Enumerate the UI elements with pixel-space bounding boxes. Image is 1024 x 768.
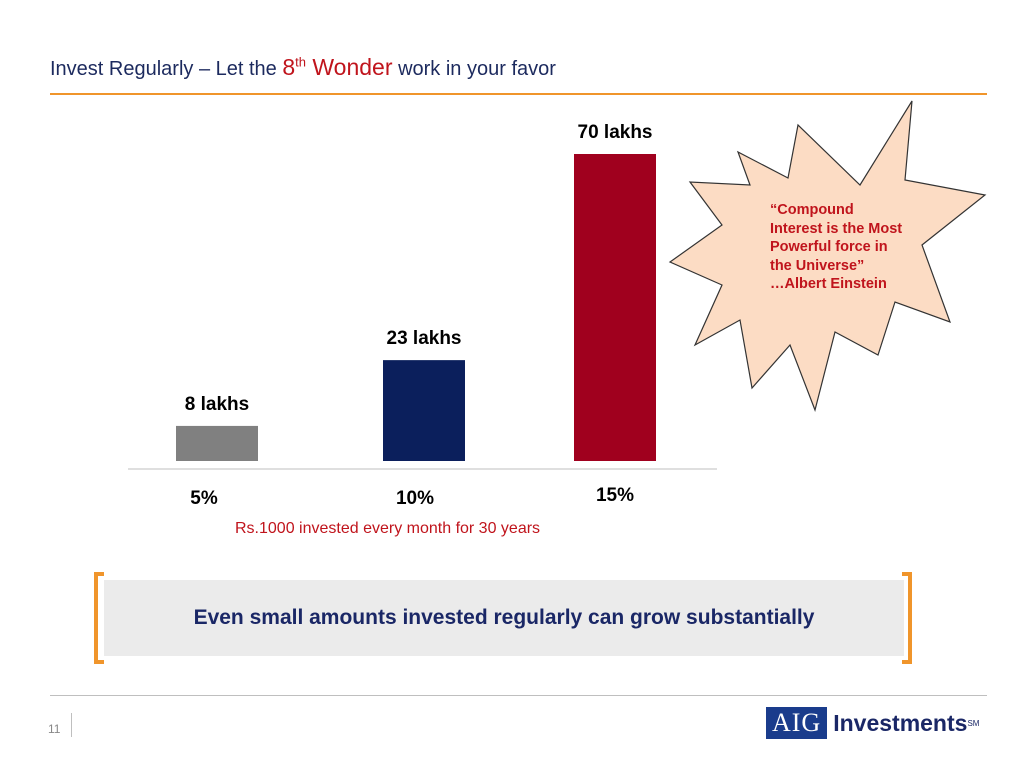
- quote-line: the Universe”: [770, 257, 865, 274]
- logo-text: Investments: [833, 709, 968, 736]
- chart-subtitle: Rs.1000 invested every month for 30 year…: [235, 520, 541, 537]
- quote-line: Powerful force in: [770, 239, 888, 255]
- bar-value-label: 8 lakhs: [185, 394, 249, 415]
- page-number: 11: [48, 722, 61, 736]
- page-number-separator: [71, 713, 72, 737]
- quote-line: …Albert Einstein: [770, 276, 887, 292]
- bar-10pct: [383, 360, 465, 461]
- aig-investments-logo: AIG Investments SM: [766, 707, 979, 739]
- einstein-quote: “Compound Interest is the Most Powerful …: [770, 201, 940, 294]
- callout-box: [104, 580, 904, 656]
- bar-value-label: 23 lakhs: [387, 328, 462, 349]
- title-accent: 8th Wonder: [282, 54, 392, 80]
- logo-box: AIG: [766, 707, 828, 739]
- bar-5pct: [176, 425, 258, 461]
- bar-value-label: 70 lakhs: [578, 122, 653, 143]
- category-label: 15%: [596, 485, 634, 506]
- callout-text: Even small amounts invested regularly ca…: [193, 606, 815, 629]
- footer-divider: [50, 695, 987, 696]
- starburst-shape: [668, 100, 987, 412]
- title-part2: work in your favor: [392, 58, 556, 80]
- bar-15pct: [574, 154, 656, 461]
- quote-line: Interest is the Most: [770, 220, 903, 237]
- page-title: Invest Regularly – Let the 8th Wonder wo…: [50, 54, 556, 81]
- quote-line: “Compound: [770, 202, 854, 218]
- right-bracket: [902, 572, 912, 664]
- title-divider: [50, 93, 987, 95]
- category-label: 10%: [396, 488, 434, 509]
- title-accent-sup: th: [295, 54, 306, 70]
- left-bracket: [94, 572, 104, 664]
- title-accent-num: 8: [282, 54, 296, 80]
- category-label: 5%: [190, 488, 218, 509]
- title-part1: Invest Regularly – Let the: [50, 58, 283, 80]
- logo-tm: SM: [967, 718, 980, 728]
- title-accent-word: Wonder: [306, 54, 393, 80]
